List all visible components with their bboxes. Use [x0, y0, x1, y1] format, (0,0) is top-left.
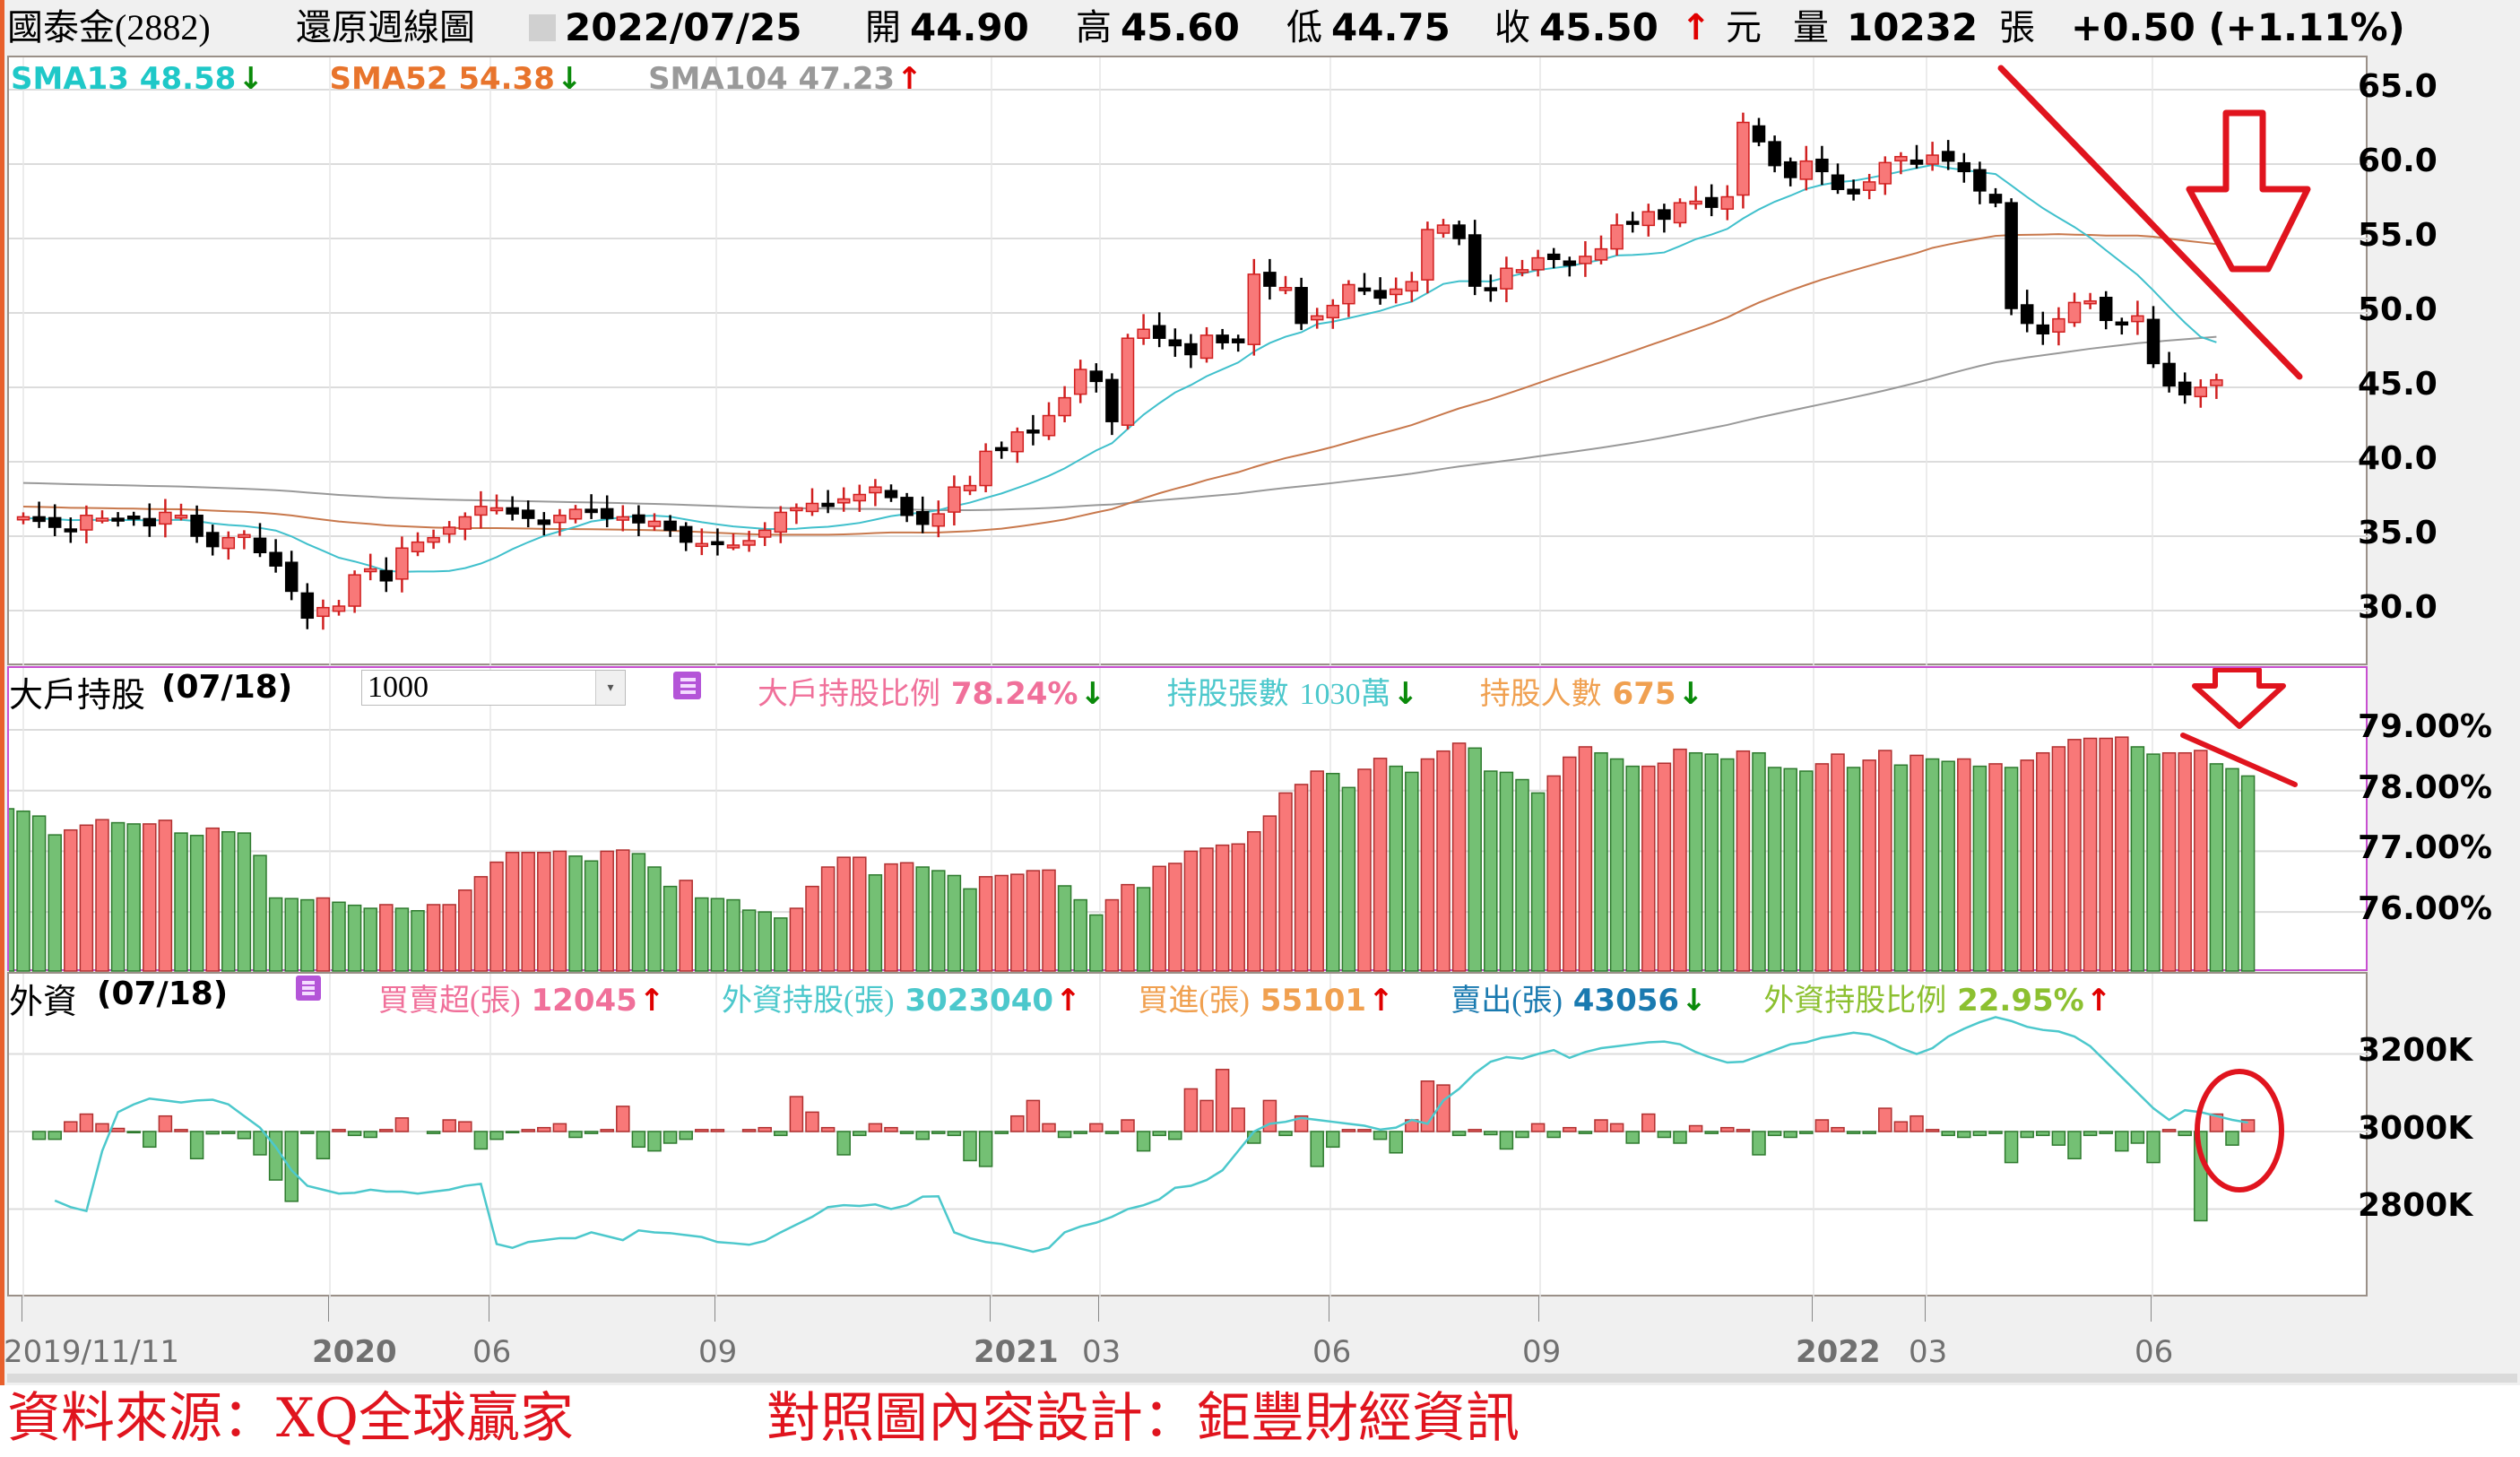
holders-legend: 大戶持股比例 78.24%↓ 持股張數 1030萬↓ 持股人數 675↓ [758, 676, 1704, 712]
volume-unit: 張 [1999, 7, 2035, 48]
y-tick-label: 3000K [2358, 1109, 2473, 1147]
low-label: 低 [1286, 7, 1322, 48]
stock-name[interactable]: 國泰金(2882) [7, 7, 211, 48]
sma52-legend: SMA52 54.38 [329, 61, 555, 97]
holders-bar-chart [9, 668, 2369, 973]
y-tick-label: 76.00% [2358, 890, 2492, 927]
x-tick [1925, 1297, 1926, 1322]
y-tick-label: 78.00% [2358, 768, 2492, 806]
sma104-legend: SMA104 47.23 [648, 61, 896, 97]
date-label: 2022/07/25 [565, 5, 802, 49]
x-tick-label: 2020 [312, 1334, 397, 1370]
down-arrow-icon: ↓ [1079, 676, 1105, 712]
open-value: 44.90 [910, 5, 1029, 49]
y-tick-label: 40.0 [2358, 440, 2438, 477]
holders-title: 大戶持股 [9, 677, 146, 715]
y-tick-label: 60.0 [2358, 143, 2438, 179]
candlestick-chart [9, 57, 2369, 667]
x-tick-label: 09 [1522, 1334, 1562, 1370]
foreign-title: 外資 [9, 984, 78, 1021]
x-tick [1812, 1297, 1813, 1322]
list-settings-icon[interactable] [296, 976, 321, 1001]
x-tick-label: 2022 [1796, 1334, 1881, 1370]
x-tick [328, 1297, 329, 1322]
y-tick-label: 65.0 [2358, 68, 2438, 105]
dropdown-toggle-icon[interactable] [529, 14, 556, 41]
x-tick-label: 06 [472, 1334, 512, 1370]
high-label: 高 [1076, 7, 1112, 48]
x-tick-label: 03 [1082, 1334, 1121, 1370]
x-tick-label: 03 [1909, 1334, 1948, 1370]
x-tick-label: 09 [698, 1334, 738, 1370]
x-tick-label: 2019/11/11 [4, 1334, 179, 1370]
y-tick-label: 55.0 [2358, 217, 2438, 254]
y-tick-label: 3200K [2358, 1032, 2473, 1069]
x-tick-label: 06 [1312, 1334, 1352, 1370]
volume-label: 量 [1793, 7, 1829, 48]
up-arrow-icon: ↑ [1055, 983, 1081, 1019]
down-arrow-icon: ↓ [238, 61, 264, 97]
x-tick [990, 1297, 991, 1322]
x-tick-label: 2021 [974, 1334, 1059, 1370]
holders-date: (07/18) [161, 669, 293, 706]
foreign-bar-line-chart [9, 974, 2369, 1298]
threshold-select[interactable]: 1000 ▾ [361, 670, 626, 706]
currency-label: 元 [1726, 7, 1762, 48]
price-chart-panel[interactable]: SMA13 48.58↓ SMA52 54.38↓ SMA104 47.23↑ [7, 56, 2369, 667]
y-tick-label: 79.00% [2358, 707, 2492, 745]
major-holders-panel[interactable] [7, 666, 2369, 973]
horizontal-scrollbar[interactable] [7, 1374, 2517, 1383]
change-value: +0.50 (+1.11%) [2071, 5, 2405, 49]
chevron-down-icon[interactable]: ▾ [595, 671, 625, 705]
threshold-value: 1000 [368, 671, 429, 704]
sma-legend: SMA13 48.58↓ SMA52 54.38↓ SMA104 47.23↑ [11, 61, 922, 97]
y-tick-label: 50.0 [2358, 291, 2438, 328]
x-tick-label: 06 [2135, 1334, 2174, 1370]
volume-value: 10232 [1847, 5, 1979, 49]
close-value: 45.50 [1539, 5, 1658, 49]
source-credit: 資料來源：XQ全球贏家 [7, 1387, 574, 1450]
down-arrow-icon: ↓ [556, 61, 583, 97]
x-tick [2151, 1297, 2152, 1322]
up-arrow-icon: ↑ [896, 61, 922, 97]
x-tick [1098, 1297, 1099, 1322]
up-arrow-icon: ↑ [2085, 983, 2112, 1019]
low-value: 44.75 [1331, 5, 1451, 49]
open-label: 開 [865, 7, 901, 48]
y-tick-label: 45.0 [2358, 366, 2438, 403]
x-tick [1538, 1297, 1539, 1322]
down-arrow-icon: ↓ [1392, 676, 1419, 712]
design-credit: 對照圖內容設計：鉅豐財經資訊 [766, 1387, 1520, 1450]
close-label: 收 [1494, 7, 1530, 48]
y-tick-label: 35.0 [2358, 515, 2438, 551]
chart-window: 國泰金(2882) 還原週線圖 2022/07/25 開 44.90 高 45.… [0, 0, 2520, 1385]
up-arrow-icon: ↑ [1681, 7, 1711, 48]
foreign-legend: 買賣超(張) 12045↑ 外資持股(張) 3023040↑ 買進(張) 551… [378, 983, 2112, 1019]
y-tick-label: 30.0 [2358, 589, 2438, 626]
y-tick-label: 2800K [2358, 1187, 2473, 1224]
sma13-legend: SMA13 48.58 [11, 61, 237, 97]
down-arrow-icon: ↓ [1681, 983, 1707, 1019]
y-tick-label: 77.00% [2358, 829, 2492, 867]
down-arrow-icon: ↓ [1677, 676, 1704, 712]
list-settings-icon[interactable] [673, 672, 701, 699]
window-edge [0, 0, 4, 1385]
up-arrow-icon: ↑ [1368, 983, 1394, 1019]
up-arrow-icon: ↑ [638, 983, 665, 1019]
foreign-investor-panel[interactable] [7, 972, 2369, 1298]
foreign-date: (07/18) [97, 976, 229, 1012]
high-value: 45.60 [1121, 5, 1240, 49]
chart-type-label[interactable]: 還原週線圖 [296, 7, 475, 48]
x-tick [714, 1297, 715, 1322]
